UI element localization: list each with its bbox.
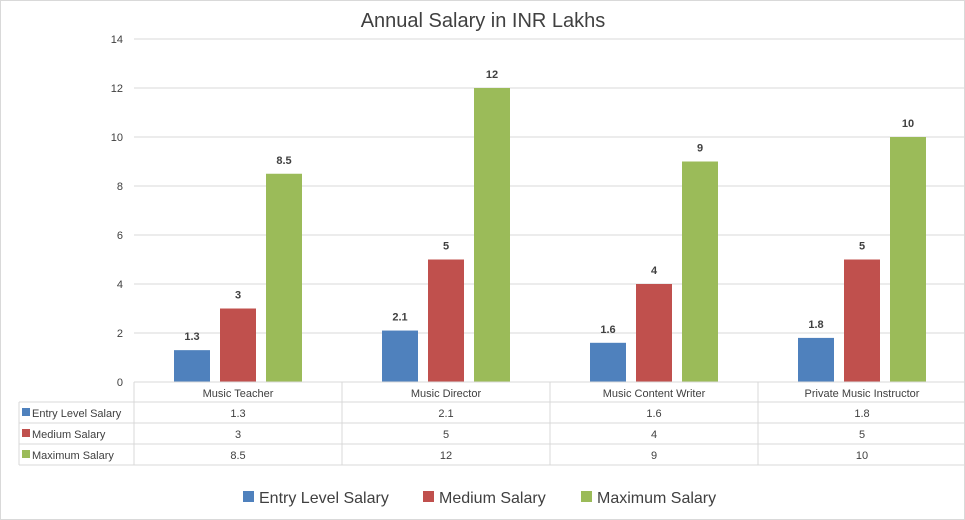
- y-tick-label: 10: [111, 132, 123, 144]
- bar-entry-level-salary: [798, 337, 834, 382]
- bar-maximum-salary: [890, 137, 926, 382]
- table-cell: 1.3: [230, 408, 245, 420]
- data-label: 10: [902, 118, 914, 130]
- bar-medium-salary: [220, 308, 256, 382]
- bar-entry-level-salary: [174, 350, 210, 382]
- table-cell: 5: [443, 429, 449, 441]
- bar-entry-level-salary: [590, 342, 626, 382]
- legend-swatch: [581, 491, 592, 502]
- bar-medium-salary: [428, 259, 464, 382]
- table-cell: 9: [651, 450, 657, 462]
- table-cell: 4: [651, 429, 657, 441]
- table-row-header: Entry Level Salary: [32, 408, 122, 420]
- data-label: 1.3: [184, 331, 199, 343]
- data-label: 5: [859, 241, 865, 253]
- y-tick-label: 8: [117, 181, 123, 193]
- data-label: 5: [443, 241, 449, 253]
- bar-entry-level-salary: [382, 330, 418, 382]
- chart-title: Annual Salary in INR Lakhs: [361, 10, 606, 32]
- data-label: 9: [697, 143, 703, 155]
- legend-swatch: [243, 491, 254, 502]
- legend-label: Maximum Salary: [597, 490, 716, 507]
- x-category-label: Music Content Writer: [603, 388, 706, 400]
- data-label: 12: [486, 69, 498, 81]
- legend-label: Medium Salary: [439, 490, 546, 507]
- data-label: 8.5: [276, 155, 291, 167]
- x-category-label: Music Teacher: [203, 388, 274, 400]
- data-label: 3: [235, 290, 241, 302]
- table-cell: 2.1: [438, 408, 453, 420]
- table-cell: 5: [859, 429, 865, 441]
- data-label: 2.1: [392, 312, 407, 324]
- y-tick-label: 2: [117, 328, 123, 340]
- y-tick-label: 6: [117, 230, 123, 242]
- data-label: 1.6: [600, 324, 615, 336]
- table-cell: 3: [235, 429, 241, 441]
- bar-maximum-salary: [266, 173, 302, 382]
- table-cell: 1.8: [854, 408, 869, 420]
- table-cell: 1.6: [646, 408, 661, 420]
- bar-maximum-salary: [474, 88, 510, 382]
- table-cell: 8.5: [230, 450, 245, 462]
- x-category-label: Music Director: [411, 388, 482, 400]
- legend-label: Entry Level Salary: [259, 490, 389, 507]
- bar-medium-salary: [636, 284, 672, 382]
- legend-key: [22, 450, 30, 458]
- data-label: 4: [651, 265, 658, 277]
- x-category-label: Private Music Instructor: [805, 388, 920, 400]
- y-tick-label: 0: [117, 377, 123, 389]
- bar-medium-salary: [844, 259, 880, 382]
- table-cell: 10: [856, 450, 868, 462]
- y-tick-label: 4: [117, 279, 123, 291]
- y-tick-label: 14: [111, 34, 123, 46]
- legend-key: [22, 408, 30, 416]
- bar-maximum-salary: [682, 161, 718, 382]
- y-tick-label: 12: [111, 83, 123, 95]
- table-cell: 12: [440, 450, 452, 462]
- legend-key: [22, 429, 30, 437]
- data-label: 1.8: [808, 319, 823, 331]
- legend-swatch: [423, 491, 434, 502]
- table-row-header: Maximum Salary: [32, 450, 114, 462]
- table-row-header: Medium Salary: [32, 429, 106, 441]
